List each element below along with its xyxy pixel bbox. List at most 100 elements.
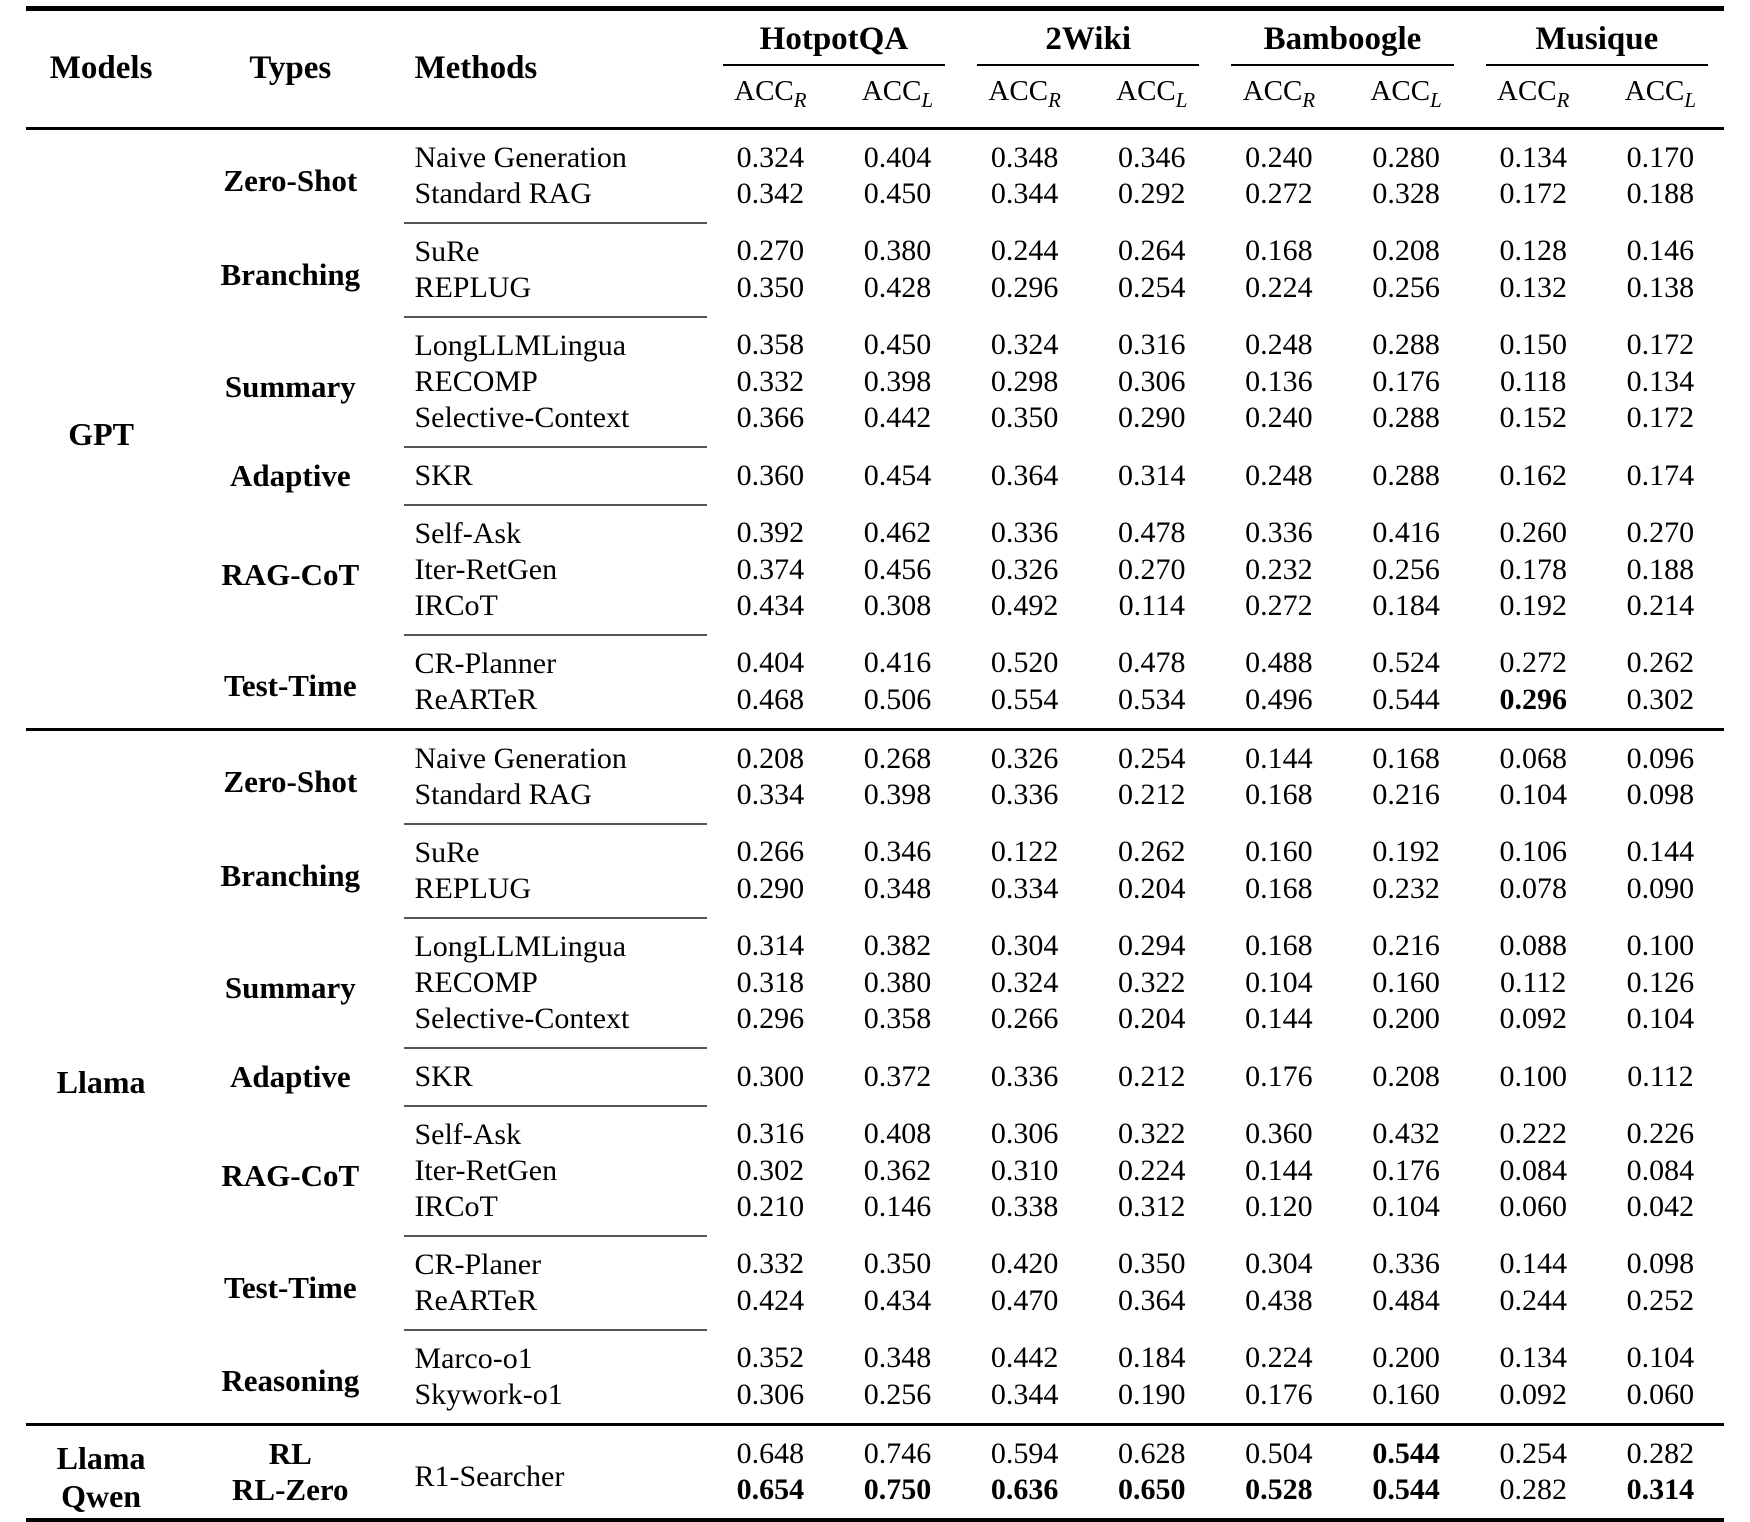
value-cell: 0.272	[1245, 589, 1313, 623]
value-cell: 0.290	[736, 872, 805, 906]
method-cell: Naive Generation	[404, 727, 707, 777]
method-cell: RECOMP	[414, 965, 538, 999]
value-cell: 0.104	[1372, 1190, 1440, 1224]
value-cell: 0.342	[736, 177, 805, 211]
value-cell: 0.398	[863, 364, 932, 398]
value-cell: 0.496	[1245, 682, 1313, 716]
type-cell: Zero-Shot	[176, 727, 405, 824]
value-cell: 0.362	[863, 1153, 932, 1187]
value-cell: 0.160	[1245, 835, 1313, 869]
table-row: RAG-CoT Self-Ask 0.392 0.462 0.336 0.478 0.336…	[26, 503, 1724, 592]
model-cell: Llama	[26, 727, 177, 1425]
label-line: Zero-Shot	[223, 764, 358, 800]
value-cell: 0.270	[1118, 552, 1186, 586]
value-cell: 0.272	[1499, 646, 1567, 680]
value-cell: 0.288	[1372, 328, 1440, 362]
value-cell: 0.318	[736, 965, 805, 999]
label-line: Reasoning	[221, 1363, 360, 1399]
method-cell: ReARTeR	[414, 1283, 538, 1317]
method-cell: REPLUG	[414, 871, 532, 905]
type-cell: RL	[176, 1422, 405, 1472]
type-cell: RAG-CoT	[176, 1106, 404, 1236]
value-cell: 0.288	[1372, 401, 1440, 435]
label-line: Test-Time	[223, 1269, 357, 1305]
value-cell: 0.420	[990, 1247, 1059, 1281]
table-row: Llama Qwen RL R1-Searcher 0.648 0.746 0.594 0.6…	[26, 1422, 1724, 1521]
value-cell: 0.456	[863, 552, 932, 586]
value-cell: 0.470	[990, 1284, 1059, 1318]
value-cell: 0.334	[990, 872, 1059, 906]
value-cell: 0.348	[863, 1341, 932, 1375]
value-cell: 0.104	[1626, 1341, 1695, 1375]
table-body: GPT Zero-Shot Naive Generation 0.324 0.404 0.…	[26, 126, 1724, 1521]
value-cell: 0.144	[1245, 1153, 1313, 1187]
value-cell: 0.204	[1118, 1002, 1186, 1036]
value-cell: 0.454	[863, 458, 932, 492]
value-cell: 0.306	[990, 1117, 1059, 1151]
value-cell: 0.192	[1499, 589, 1567, 623]
value-cell: 0.138	[1626, 271, 1695, 305]
dataset-name: HotpotQA	[722, 21, 946, 66]
value-cell: 0.392	[736, 516, 805, 550]
value-cell: 0.348	[961, 126, 1089, 176]
value-cell: 0.398	[863, 778, 932, 812]
model-cell: Llama Qwen	[26, 1422, 177, 1521]
table-row: Branching SuRe 0.270 0.380 0.244 0.264 0.168 0.…	[26, 221, 1724, 292]
dataset-header-musique: Musique	[1470, 9, 1724, 66]
method-cell: Standard RAG	[414, 176, 592, 210]
value-cell: 0.492	[990, 589, 1059, 623]
method-cell: SuRe	[404, 221, 707, 270]
value-cell: 0.106	[1499, 835, 1567, 869]
value-cell: 0.306	[1118, 364, 1186, 398]
type-cell: RL-Zero	[176, 1472, 404, 1521]
label-line: RAG-CoT	[221, 556, 360, 592]
table-row: Iter-RetGen 0.302 0.362 0.310 0.224 0.144 0.17…	[26, 1153, 1724, 1189]
value-cell: 0.256	[863, 1377, 932, 1411]
table-row: Reasoning Marco-o1 0.352 0.348 0.442 0.184 0.2…	[26, 1328, 1724, 1398]
value-cell: 0.478	[1118, 646, 1186, 680]
value-cell: 0.312	[1118, 1190, 1186, 1224]
col-header-methods: Methods	[414, 50, 538, 87]
method-cell: REPLUG	[414, 270, 532, 304]
label-line: Test-Time	[223, 668, 357, 704]
value-cell: 0.144	[1245, 1002, 1313, 1036]
value-cell: 0.380	[863, 965, 932, 999]
value-cell: 0.432	[1372, 1117, 1440, 1151]
method-cell: Self-Ask	[404, 1104, 707, 1153]
value-cell: 0.260	[1499, 516, 1567, 550]
value-cell: 0.296	[1499, 682, 1567, 716]
method-cell: SuRe	[404, 822, 707, 871]
value-cell: 0.292	[1118, 177, 1186, 211]
value-cell: 0.544	[1342, 1422, 1470, 1472]
label-line: Llama	[56, 1063, 146, 1100]
value-cell: 0.298	[990, 364, 1059, 398]
value-cell: 0.462	[863, 516, 932, 550]
value-cell: 0.306	[736, 1377, 805, 1411]
value-cell: 0.520	[990, 646, 1059, 680]
label-line: RAG-CoT	[221, 1157, 360, 1193]
dataset-header-hotpotqa: HotpotQA	[707, 9, 961, 66]
table-row: Skywork-o1 0.306 0.256 0.344 0.190 0.176 0.160…	[26, 1377, 1724, 1425]
value-cell: 0.438	[1245, 1284, 1313, 1318]
value-cell: 0.128	[1499, 234, 1567, 268]
label-line: Adaptive	[230, 1058, 351, 1094]
method-cell: Selective-Context	[414, 400, 630, 434]
value-cell: 0.114	[1118, 589, 1185, 623]
value-cell: 0.336	[990, 778, 1059, 812]
value-cell: 0.364	[1118, 1284, 1186, 1318]
value-cell: 0.374	[736, 552, 805, 586]
method-cell: Skywork-o1	[414, 1377, 563, 1411]
col-header-types: Types	[249, 50, 332, 87]
value-cell: 0.294	[1118, 929, 1186, 963]
value-cell: 0.280	[1342, 126, 1470, 176]
value-cell: 0.132	[1499, 271, 1567, 305]
value-cell: 0.160	[1372, 965, 1440, 999]
method-cell: R1-Searcher	[404, 1422, 707, 1521]
value-cell: 0.334	[736, 778, 805, 812]
value-cell: 0.484	[1372, 1284, 1440, 1318]
value-cell: 0.296	[736, 1002, 805, 1036]
value-cell: 0.350	[863, 1247, 932, 1281]
table-row: IRCoT 0.210 0.146 0.338 0.312 0.120 0.104 0.060…	[26, 1189, 1724, 1236]
value-cell: 0.172	[1626, 401, 1695, 435]
table-row: Standard RAG 0.342 0.450 0.344 0.292 0.272 0.3…	[26, 176, 1724, 223]
